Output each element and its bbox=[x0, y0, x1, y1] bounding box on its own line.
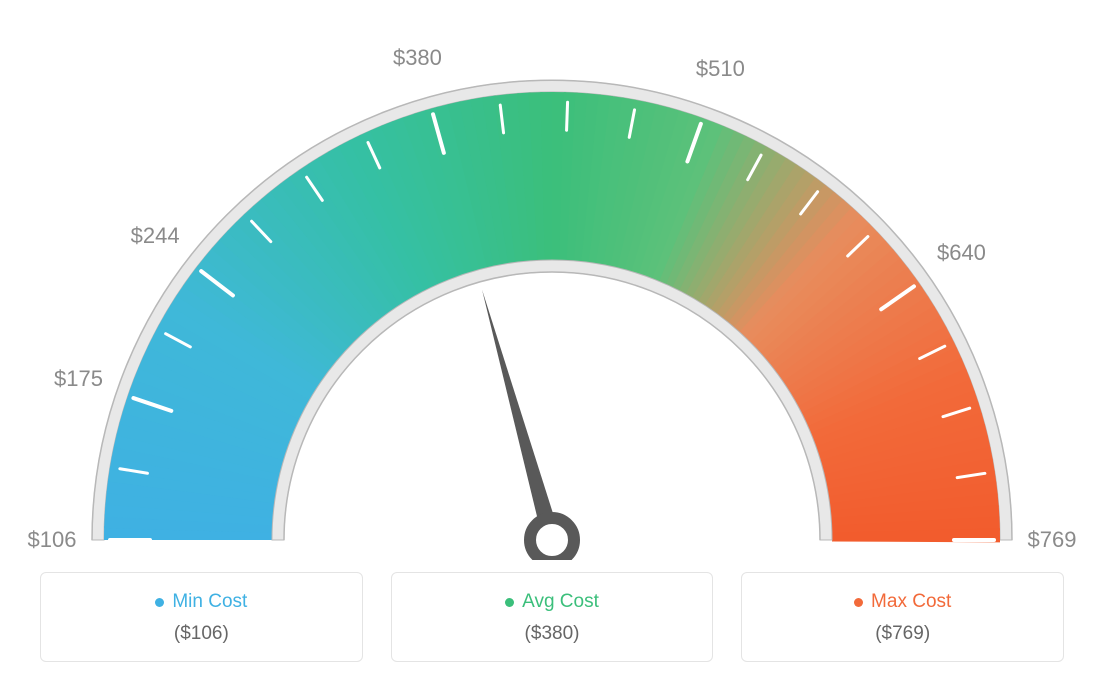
legend-title-avg: Avg Cost bbox=[505, 591, 599, 613]
legend-row: Min Cost ($106) Avg Cost ($380) Max Cost… bbox=[40, 572, 1064, 662]
gauge-svg bbox=[0, 0, 1104, 560]
legend-title-max: Max Cost bbox=[854, 591, 951, 613]
legend-title-text: Max Cost bbox=[871, 591, 951, 613]
legend-title-text: Avg Cost bbox=[522, 591, 599, 613]
gauge-tick-label: $510 bbox=[696, 56, 745, 82]
gauge-tick-label: $175 bbox=[54, 366, 103, 392]
legend-value-min: ($106) bbox=[51, 623, 352, 645]
cost-gauge: $106 $175 $244 $380 $510 $640 $769 bbox=[0, 0, 1104, 560]
legend-title-min: Min Cost bbox=[155, 591, 247, 613]
gauge-tick-label: $106 bbox=[28, 527, 77, 553]
legend-card-min: Min Cost ($106) bbox=[40, 572, 363, 662]
dot-icon bbox=[854, 598, 863, 607]
dot-icon bbox=[505, 598, 514, 607]
gauge-tick-label: $640 bbox=[937, 240, 986, 266]
legend-title-text: Min Cost bbox=[172, 591, 247, 613]
legend-value-max: ($769) bbox=[752, 623, 1053, 645]
legend-card-avg: Avg Cost ($380) bbox=[391, 572, 714, 662]
gauge-tick-label: $380 bbox=[393, 45, 442, 71]
gauge-tick-label: $244 bbox=[131, 223, 180, 249]
gauge-tick-label: $769 bbox=[1028, 527, 1077, 553]
legend-value-avg: ($380) bbox=[402, 623, 703, 645]
legend-card-max: Max Cost ($769) bbox=[741, 572, 1064, 662]
dot-icon bbox=[155, 598, 164, 607]
